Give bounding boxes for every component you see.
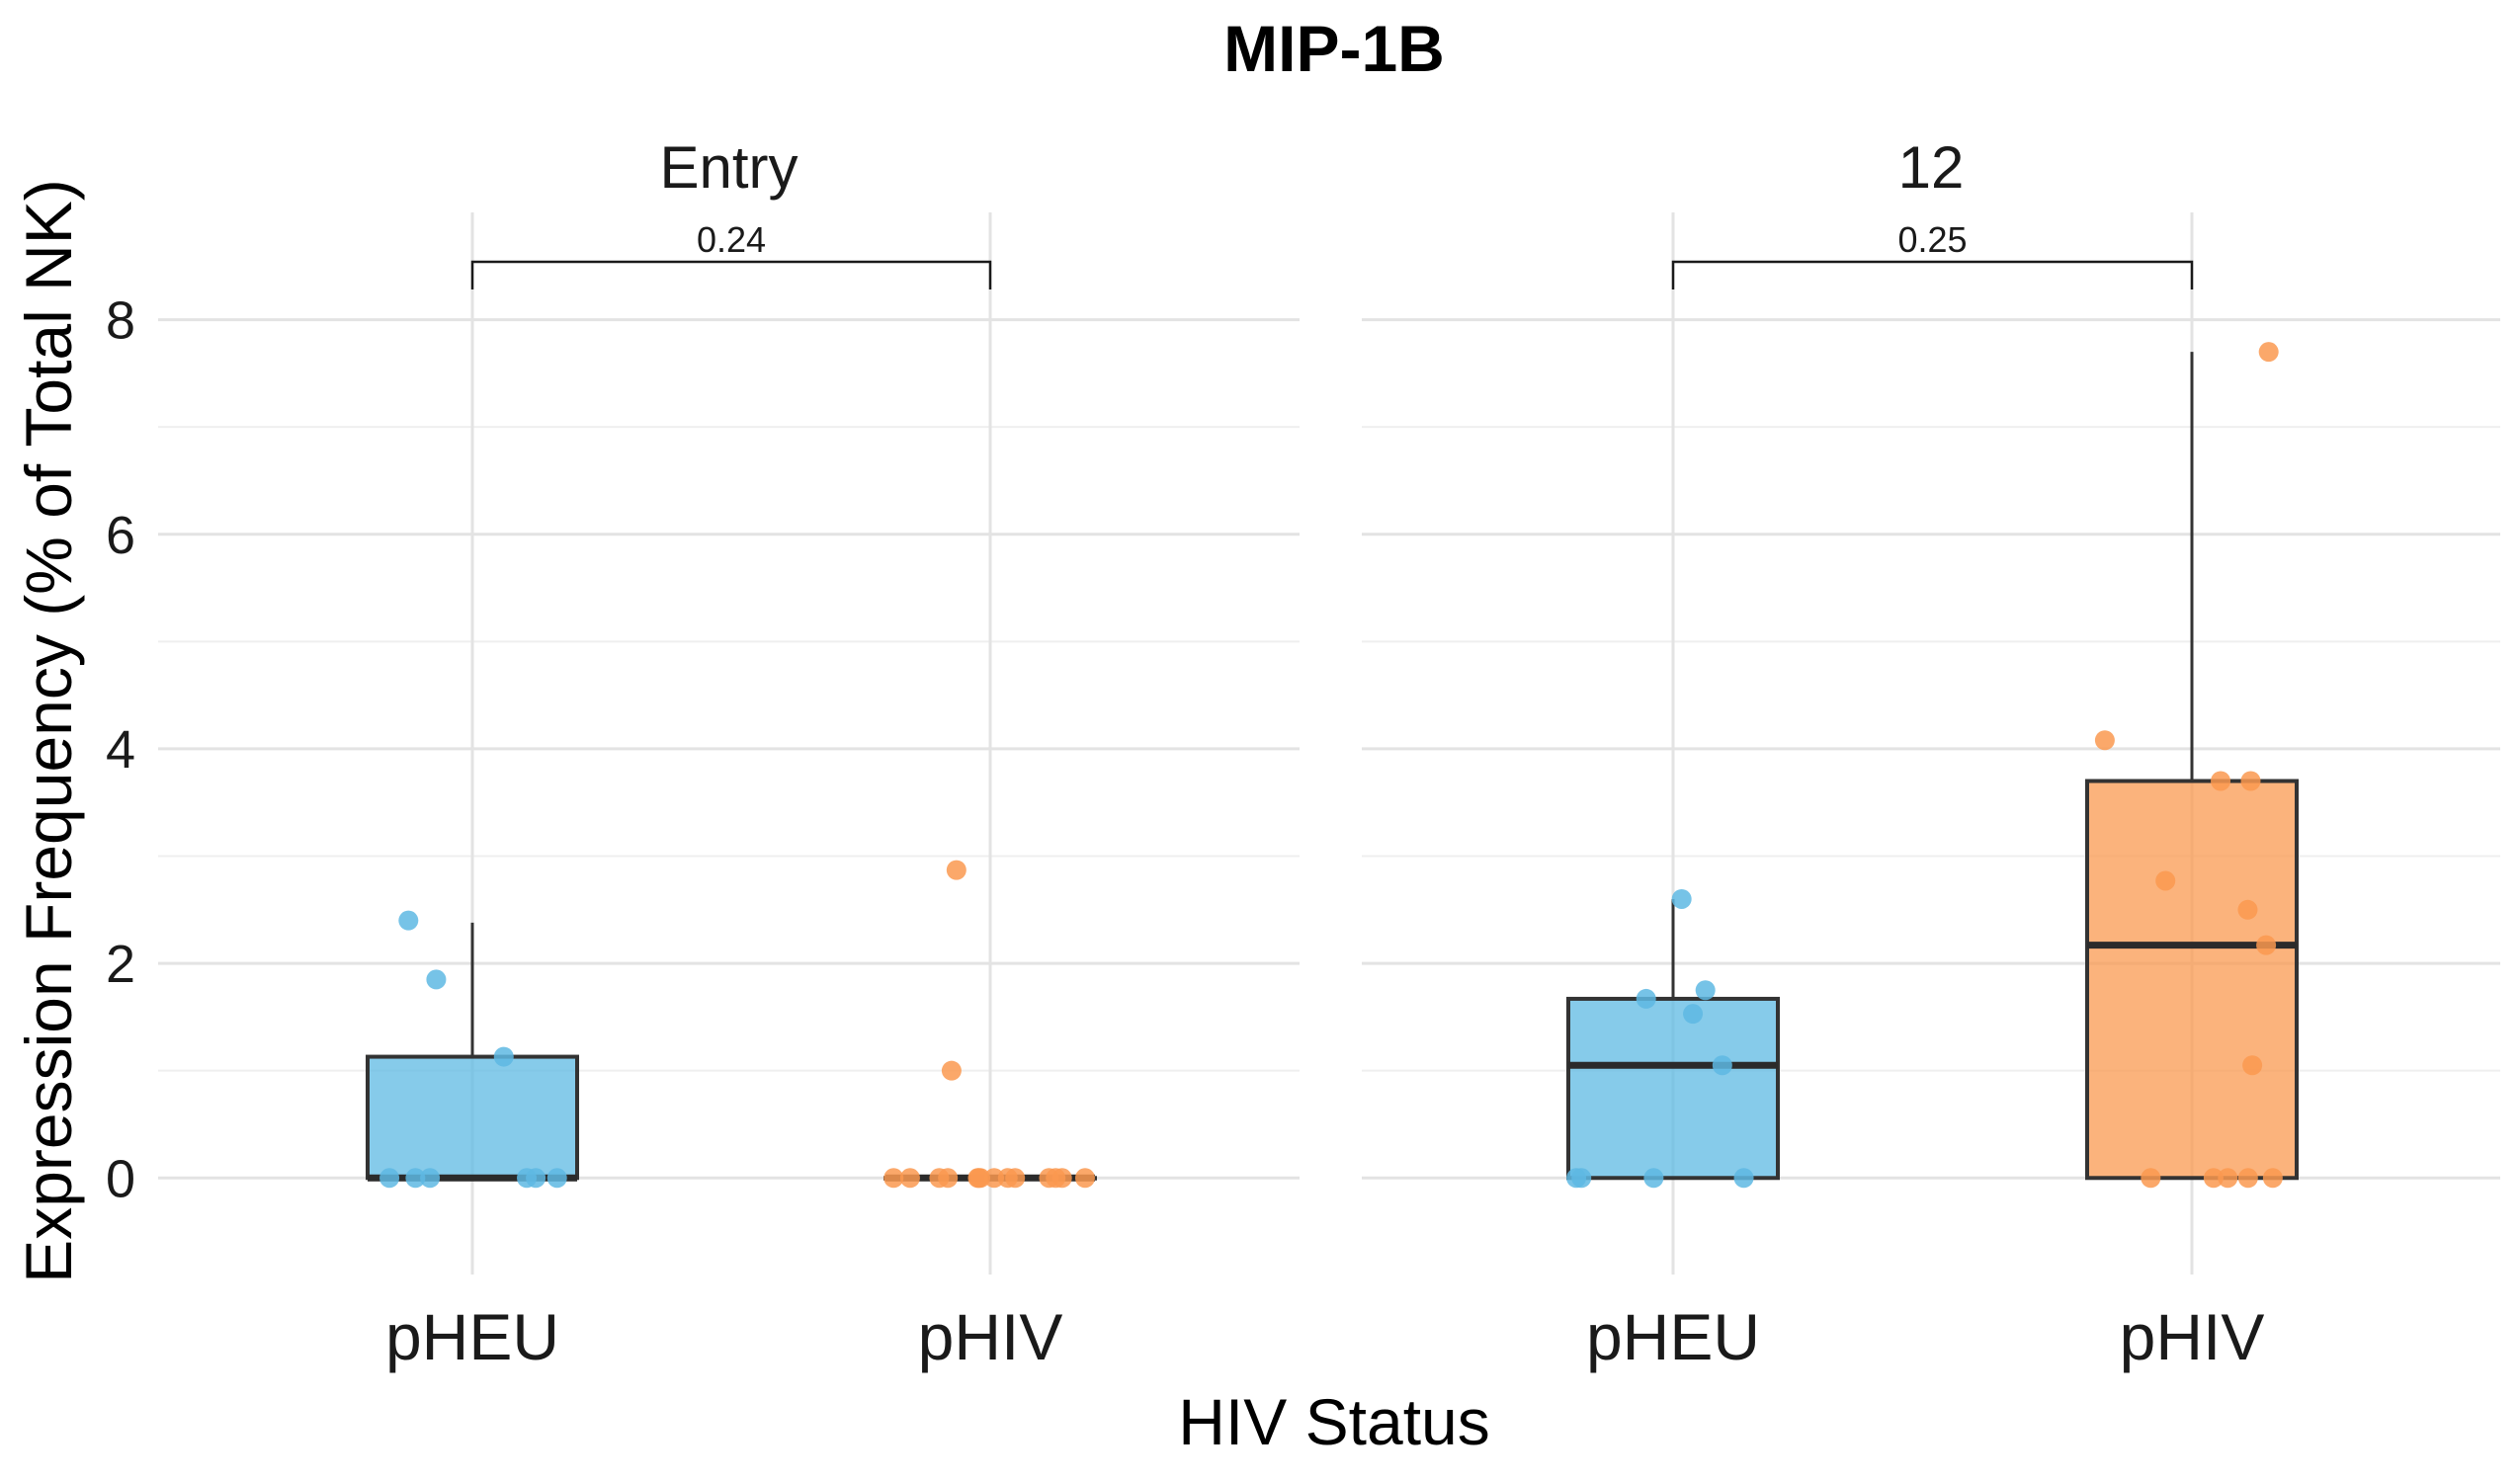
data-point-pheu-0	[493, 1046, 514, 1067]
data-point-phiv-7	[2242, 1055, 2263, 1076]
y-tick-label-4: 4	[106, 720, 135, 780]
data-point-phiv-5	[2155, 870, 2176, 891]
data-point-phiv-8	[2203, 1168, 2224, 1189]
data-point-phiv-9	[929, 1168, 950, 1189]
data-point-pheu-4	[405, 1168, 426, 1189]
data-point-phiv-11	[2262, 1168, 2283, 1189]
chart-title: MIP-1B	[1223, 12, 1445, 85]
data-point-phiv-10	[2141, 1168, 2161, 1189]
x-tick-label-pheu: pHEU	[385, 1300, 559, 1373]
data-point-phiv-2	[2240, 771, 2261, 791]
box-pheu	[1566, 996, 1780, 1181]
data-point-phiv-4	[984, 1168, 1005, 1189]
data-point-phiv-3	[1074, 1168, 1095, 1189]
x-axis-title: HIV Status	[1178, 1385, 1489, 1458]
data-point-phiv-12	[1039, 1168, 1059, 1189]
data-point-phiv-1	[2094, 730, 2115, 751]
data-point-pheu-6	[398, 910, 419, 931]
facet-panel-0: Entry pHEU pHIV 0.24	[158, 134, 1300, 1373]
facet-label-0: Entry	[659, 134, 798, 201]
y-tick-label-8: 8	[106, 291, 135, 351]
data-point-pheu-5	[1733, 1168, 1754, 1189]
data-point-pheu-8	[1643, 1168, 1664, 1189]
p-value-label-1: 0.25	[1897, 219, 1967, 260]
data-point-phiv-12	[2237, 1168, 2258, 1189]
data-point-pheu-3	[1712, 1055, 1732, 1076]
data-point-phiv-14	[941, 1060, 962, 1081]
data-point-pheu-1	[1683, 1004, 1704, 1025]
data-point-phiv-13	[883, 1168, 904, 1189]
x-tick-label-pheu: pHEU	[1586, 1300, 1760, 1373]
data-point-phiv-9	[2218, 1168, 2238, 1189]
facet-panel-1: 12 pHEU pHIV 0.25	[1362, 134, 2500, 1373]
data-point-pheu-7	[426, 969, 447, 990]
y-tick-label-6: 6	[106, 506, 135, 565]
significance-bracket-1	[1671, 260, 2194, 289]
x-tick-label-phiv: pHIV	[918, 1300, 1063, 1373]
data-point-pheu-3	[379, 1168, 400, 1189]
data-point-phiv-3	[2211, 771, 2231, 791]
data-point-phiv-6	[2237, 899, 2258, 920]
data-point-pheu-4	[1636, 988, 1656, 1009]
x-tick-label-phiv: pHIV	[2120, 1300, 2265, 1373]
data-point-phiv-15	[967, 1168, 988, 1189]
data-point-phiv-8	[997, 1168, 1018, 1189]
data-point-pheu-2	[420, 1168, 441, 1189]
y-tick-label-0: 0	[106, 1149, 135, 1208]
data-point-pheu-7	[1571, 1168, 1592, 1189]
significance-bracket-0	[470, 260, 992, 289]
data-point-phiv-4	[2256, 935, 2277, 955]
data-point-pheu-1	[546, 1168, 567, 1189]
data-point-phiv-0	[946, 860, 966, 880]
data-point-phiv-0	[2258, 342, 2279, 363]
data-point-phiv-11	[899, 1168, 920, 1189]
box-phiv	[2085, 779, 2299, 1181]
data-point-pheu-8	[526, 1168, 546, 1189]
facet-label-1: 12	[1898, 134, 1965, 201]
data-point-pheu-2	[1695, 980, 1716, 1001]
data-point-pheu-0	[1671, 888, 1692, 909]
box-pheu	[366, 1054, 579, 1181]
p-value-label-0: 0.24	[697, 219, 766, 260]
y-tick-label-2: 2	[106, 935, 135, 994]
y-axis-title: Expression Frequency (% of Total NK)	[12, 179, 85, 1283]
